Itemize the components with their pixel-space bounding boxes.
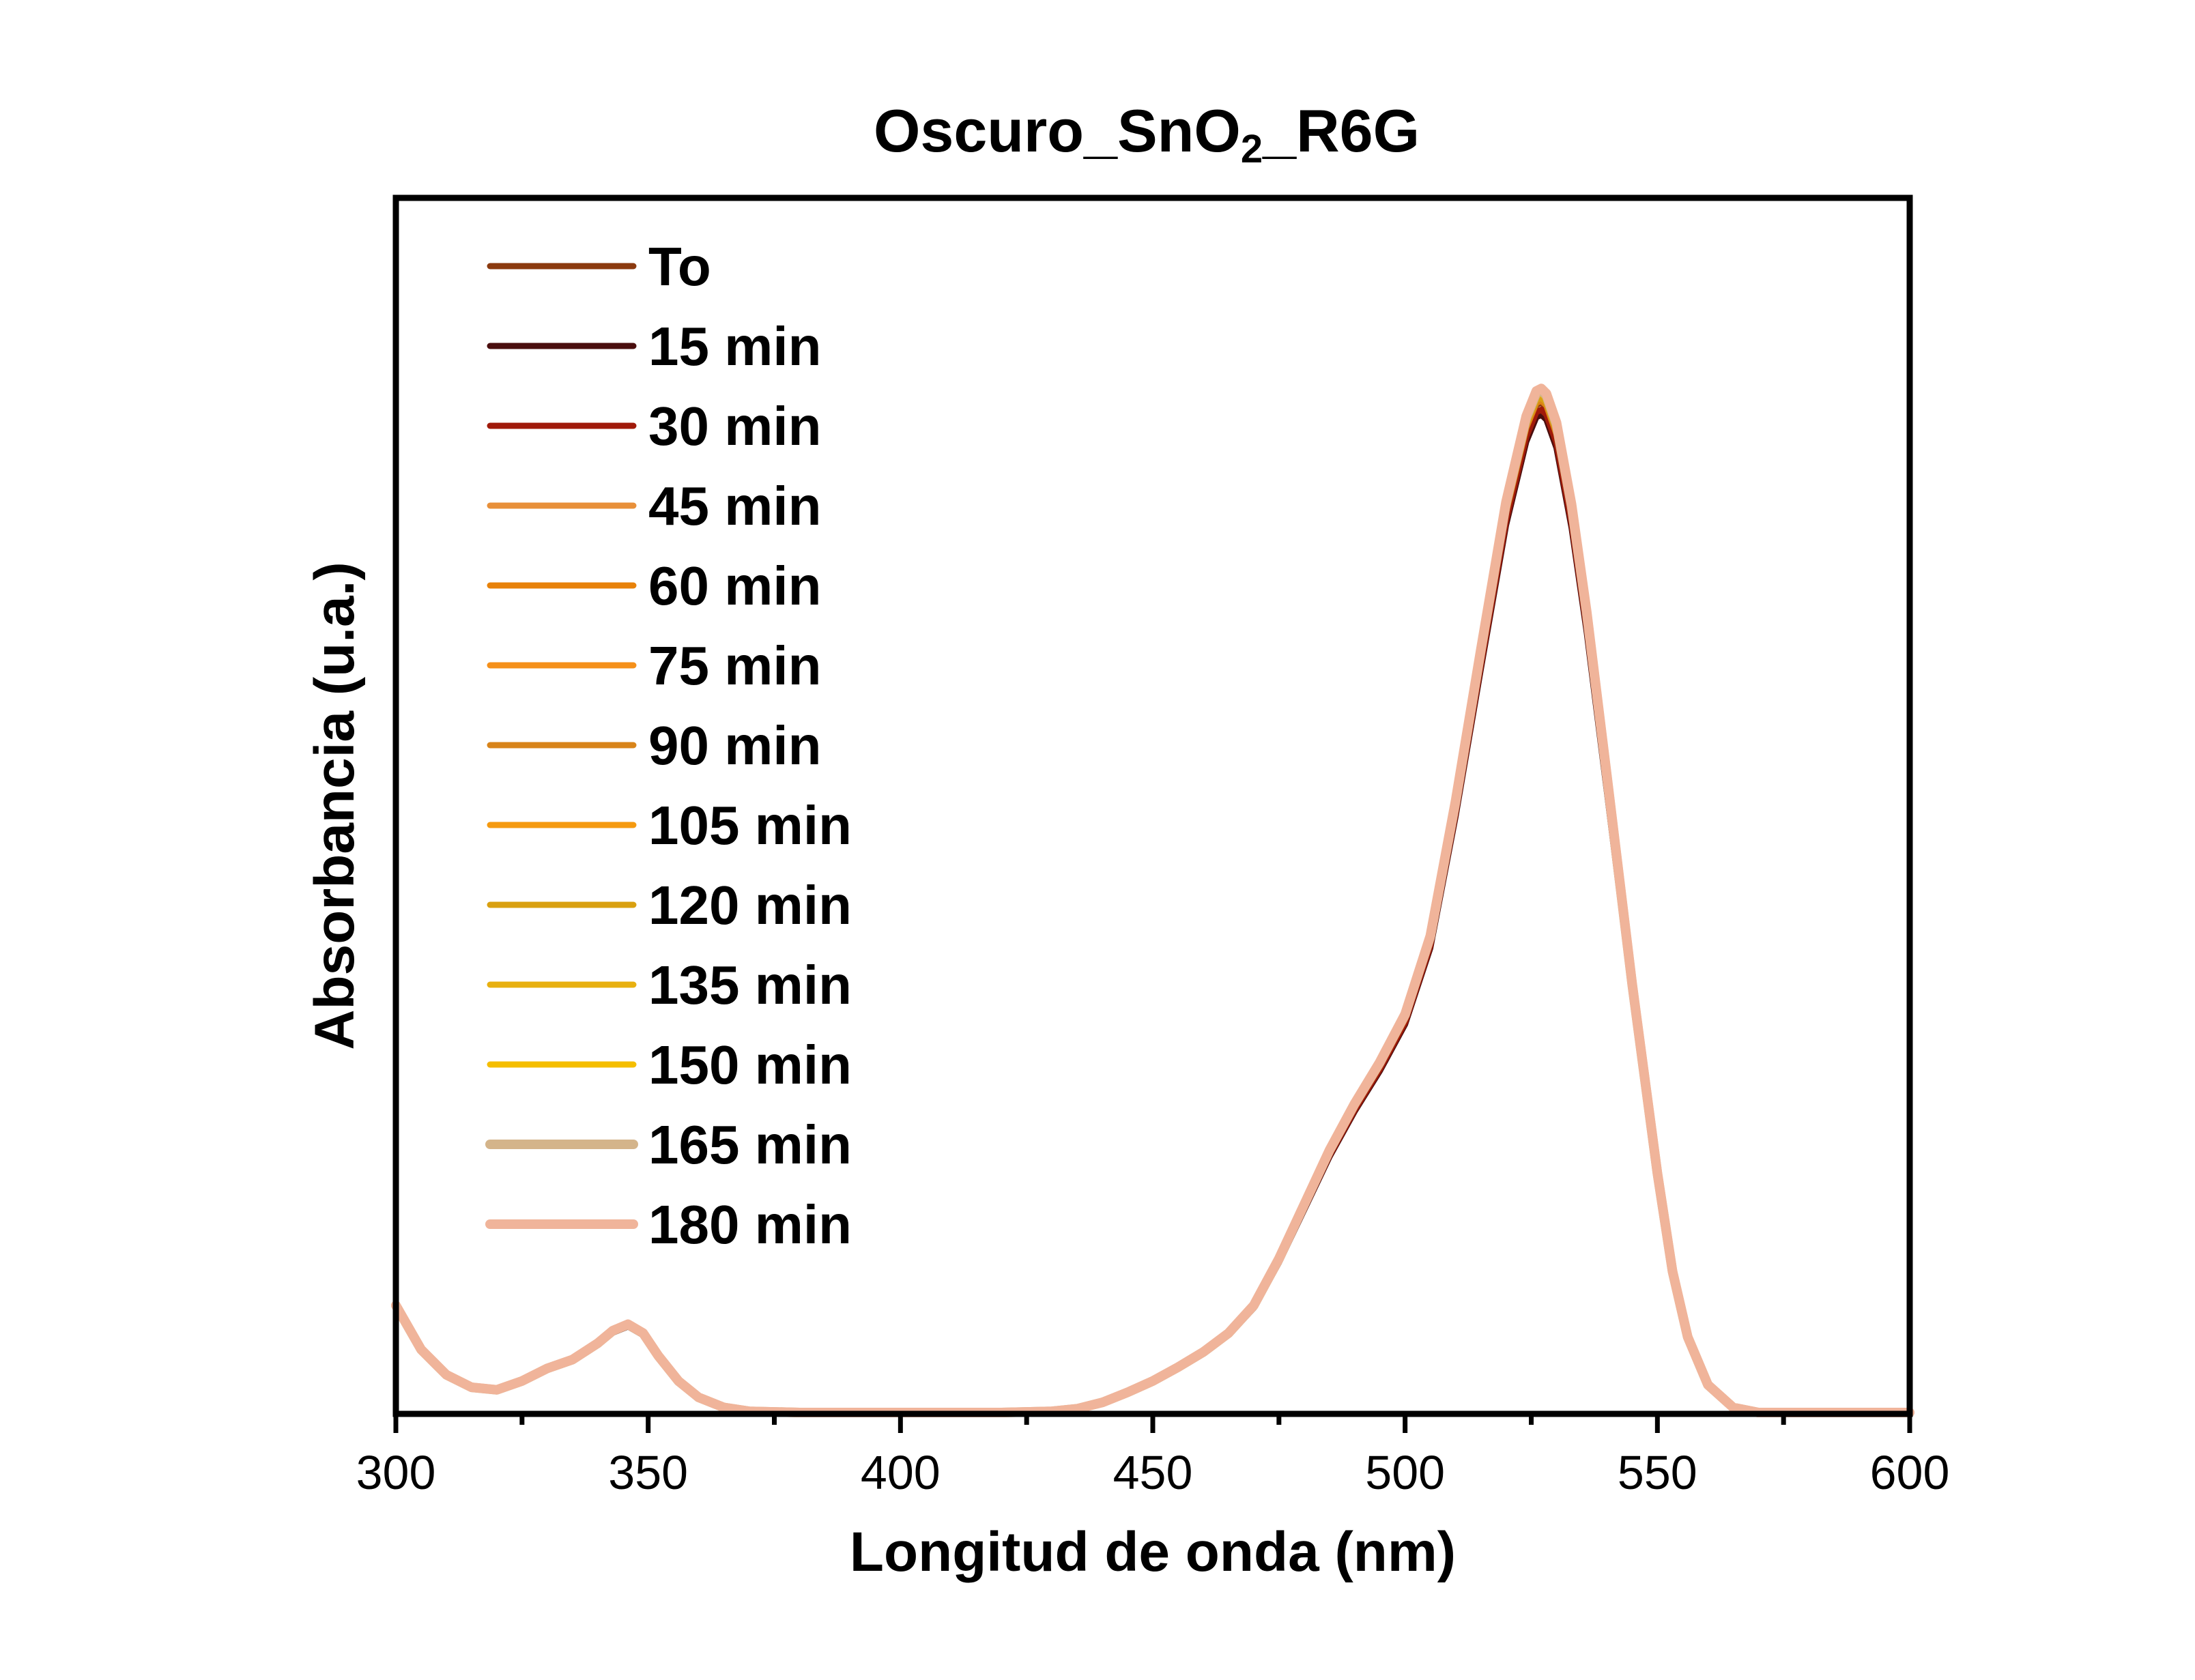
- series-line-165-min: [391, 386, 1914, 1417]
- x-tick-label: 550: [1618, 1446, 1697, 1499]
- plot-frame: [392, 194, 1913, 1417]
- legend-label: 150 min: [648, 1034, 852, 1095]
- chart-title-subscript: 2: [1241, 127, 1263, 171]
- x-tick-label: 300: [356, 1446, 436, 1499]
- legend-label: 180 min: [648, 1194, 852, 1255]
- x-tick-label: 350: [608, 1446, 688, 1499]
- legend-label: 60 min: [648, 555, 821, 616]
- chart-title-part: Oscuro_SnO: [874, 97, 1241, 164]
- x-tick-label: 400: [861, 1446, 941, 1499]
- legend-label: To: [648, 236, 711, 297]
- x-axis-tick-labels: 300 350 400 450 500 550 600: [356, 1446, 1950, 1499]
- legend-label: 75 min: [648, 635, 821, 696]
- legend-label: 30 min: [648, 396, 821, 457]
- legend-label: 135 min: [648, 955, 852, 1015]
- legend-label: 120 min: [648, 875, 852, 936]
- x-axis-title: Longitud de onda (nm): [850, 1521, 1456, 1583]
- legend-label: 105 min: [648, 795, 852, 856]
- series-line-15-min: [392, 411, 1913, 1416]
- chart-title-part: _R6G: [1262, 97, 1420, 164]
- y-axis-title: Absorbancia (u.a.): [304, 562, 366, 1049]
- legend-label: 45 min: [648, 476, 821, 536]
- x-axis-ticks: [393, 1414, 1912, 1433]
- x-tick-label: 500: [1365, 1446, 1445, 1499]
- chart-title: Oscuro_SnO2_R6G: [874, 97, 1420, 171]
- series-line-180-min: [391, 383, 1914, 1417]
- legend-label: 15 min: [648, 316, 821, 377]
- x-tick-label: 450: [1113, 1446, 1193, 1499]
- series-line-30-min: [392, 406, 1913, 1416]
- series-layer: [391, 383, 1914, 1417]
- legend: To 15 min 30 min 45 min 60 min 75 min 90 min 10…: [485, 236, 852, 1255]
- legend-label: 90 min: [648, 715, 821, 776]
- legend-label: 165 min: [648, 1114, 852, 1175]
- x-tick-label: 600: [1870, 1446, 1950, 1499]
